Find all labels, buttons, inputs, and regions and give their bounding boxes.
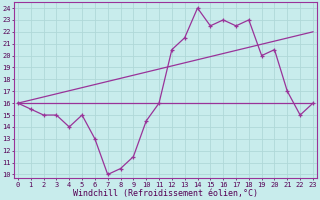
X-axis label: Windchill (Refroidissement éolien,°C): Windchill (Refroidissement éolien,°C): [73, 189, 258, 198]
